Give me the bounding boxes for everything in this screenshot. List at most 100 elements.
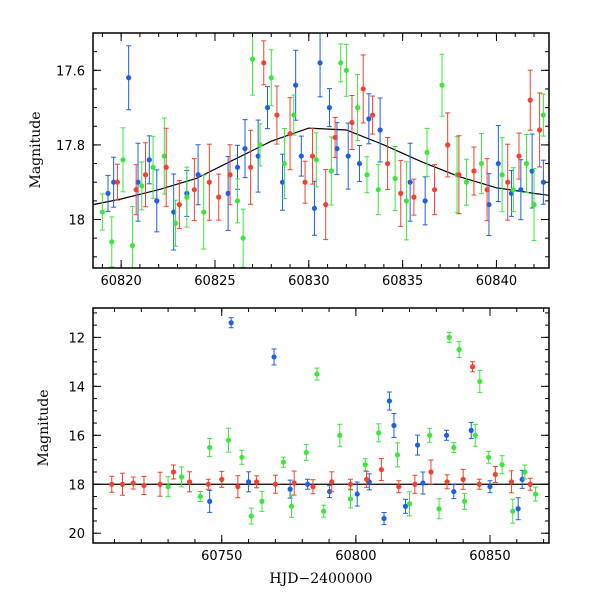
bottom-data-point-red: [272, 481, 278, 487]
top-plot-area: [93, 33, 549, 268]
bottom-data-point-red: [157, 481, 163, 487]
top-data-point-red: [360, 86, 366, 92]
top-data-point-green: [150, 164, 156, 170]
bottom-panel-frame: [92, 307, 550, 544]
bottom-data-point-green: [314, 371, 320, 377]
bottom-data-point-red: [364, 476, 370, 482]
top-data-point-green: [478, 160, 485, 167]
bottom-data-point-red: [460, 476, 466, 482]
top-data-point-red: [349, 119, 355, 126]
bottom-data-point-blue: [402, 503, 409, 509]
bottom-data-point-blue: [245, 479, 252, 485]
top-data-point-red: [385, 160, 391, 167]
top-data-point-green: [257, 142, 263, 148]
top-data-point-red: [516, 153, 522, 159]
top-data-point-blue: [334, 146, 340, 152]
top-data-point-red: [398, 190, 404, 196]
bottom-data-point-green: [499, 462, 505, 468]
top-data-point-blue: [255, 153, 261, 159]
top-data-point-blue: [146, 157, 152, 163]
bottom-data-point-red: [119, 481, 126, 487]
bottom-data-point-red: [396, 484, 402, 490]
top-data-point-green: [338, 60, 344, 66]
top-data-point-blue: [242, 146, 248, 152]
top-data-point-green: [281, 160, 288, 167]
top-data-point-green: [523, 160, 530, 167]
bottom-data-point-green: [472, 432, 478, 438]
bottom-data-point-blue: [271, 354, 277, 360]
bottom-data-point-green: [239, 454, 245, 460]
top-data-point-blue: [311, 205, 318, 211]
top-data-point-blue: [317, 60, 323, 66]
bottom-data-point-red: [310, 484, 316, 490]
bottom-data-point-green: [197, 493, 203, 500]
bottom-y-tick-label: 18: [68, 478, 85, 493]
bottom-data-point-blue: [304, 481, 311, 487]
bottom-series-green: [165, 331, 539, 525]
top-data-point-red: [216, 194, 222, 200]
top-data-point-red: [142, 172, 149, 178]
top-data-point-green: [249, 56, 256, 62]
top-data-point-blue: [264, 105, 271, 111]
bottom-data-point-green: [259, 498, 265, 504]
top-series-red: [114, 40, 543, 241]
top-data-point-green: [403, 198, 409, 204]
top-series-blue: [105, 33, 546, 251]
bottom-data-point-blue: [386, 398, 392, 404]
top-data-point-red: [471, 168, 477, 174]
bottom-y-tick-label: 16: [68, 429, 85, 444]
top-panel-frame: [92, 32, 550, 269]
top-data-point-blue: [171, 209, 177, 215]
top-data-point-blue: [234, 164, 241, 170]
bottom-data-point-green: [427, 432, 433, 438]
top-data-point-green: [364, 172, 370, 178]
bottom-data-point-blue: [381, 515, 387, 522]
bottom-data-point-red: [235, 484, 241, 490]
top-data-point-green: [510, 187, 516, 193]
bottom-data-point-red: [428, 469, 434, 475]
top-data-point-red: [114, 179, 120, 185]
top-data-point-blue: [293, 82, 299, 88]
bottom-data-point-green: [337, 432, 343, 438]
top-data-point-green: [354, 105, 361, 111]
top-y-tick-label: 17.8: [56, 139, 85, 154]
top-data-point-red: [527, 97, 533, 103]
top-data-point-green: [531, 201, 537, 208]
bottom-data-point-red: [130, 480, 136, 486]
top-data-point-green: [463, 179, 470, 185]
bottom-data-point-red: [347, 481, 354, 487]
top-panel: 60820 60825 60830 60835 60840 17.6 17.8 18 Magn…: [28, 32, 550, 289]
bottom-data-point-green: [394, 452, 401, 458]
bottom-data-point-green: [248, 513, 254, 519]
bottom-data-point-red: [444, 479, 450, 485]
top-data-point-blue: [111, 179, 117, 185]
bottom-data-point-green: [406, 501, 413, 507]
top-data-point-green: [313, 157, 319, 163]
top-data-point-red: [537, 127, 543, 133]
bottom-data-point-blue: [391, 422, 397, 429]
bottom-data-point-blue: [207, 498, 213, 504]
bottom-data-point-green: [321, 508, 327, 514]
top-data-point-blue: [356, 160, 363, 167]
top-x-tick-label: 60825: [194, 274, 235, 289]
bottom-data-point-green: [461, 498, 468, 504]
top-data-point-blue: [225, 190, 231, 196]
top-data-point-green: [540, 112, 546, 118]
bottom-series-red: [109, 361, 533, 499]
bottom-data-point-green: [456, 347, 462, 353]
bottom-data-point-green: [178, 474, 185, 480]
bottom-y-tick-label: 14: [68, 380, 85, 395]
bottom-x-tick-label: 60850: [469, 549, 510, 564]
bottom-data-point-red: [378, 466, 384, 473]
top-x-tick-label: 60835: [382, 274, 423, 289]
top-data-point-blue: [529, 168, 535, 174]
top-data-point-red: [484, 187, 490, 193]
top-y-tick-label: 17.6: [56, 64, 85, 79]
bottom-data-point-red: [219, 476, 225, 482]
bottom-data-point-green: [165, 484, 171, 490]
bottom-data-point-blue: [451, 488, 457, 495]
top-data-point-green: [375, 187, 381, 193]
top-data-point-green: [268, 75, 274, 81]
bottom-panel: 60750 60800 60850 12 14 16 18 20 Magnitude HJD−…: [36, 307, 550, 587]
